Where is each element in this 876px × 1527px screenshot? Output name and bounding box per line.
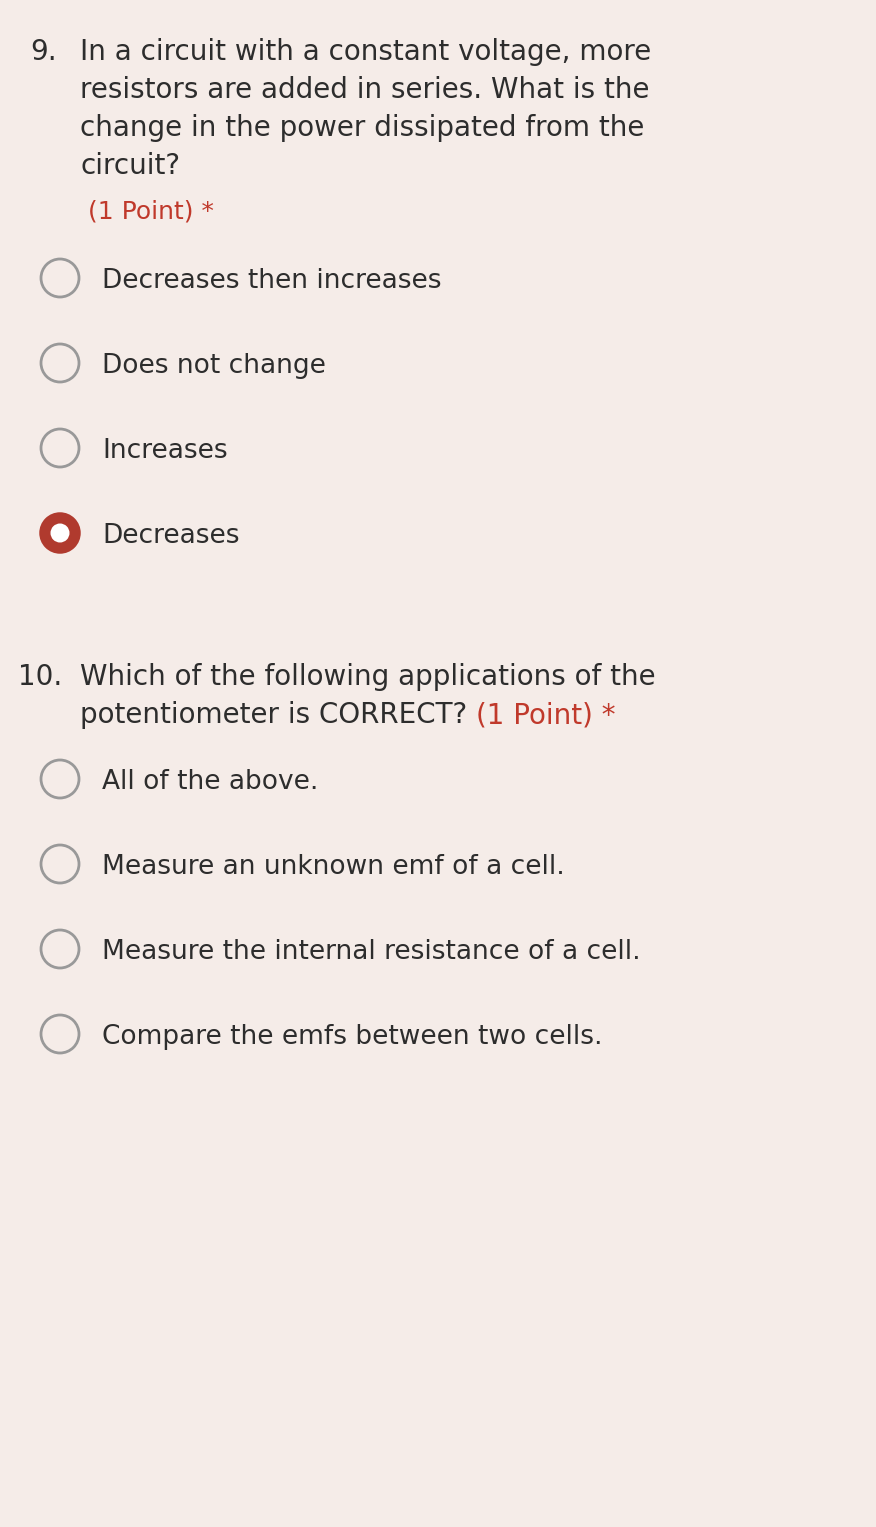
Text: Increases: Increases (102, 438, 228, 464)
Ellipse shape (41, 760, 79, 799)
Ellipse shape (41, 844, 79, 883)
Text: circuit?: circuit? (80, 153, 180, 180)
Text: Does not change: Does not change (102, 353, 326, 379)
Text: Measure an unknown emf of a cell.: Measure an unknown emf of a cell. (102, 854, 565, 880)
Ellipse shape (51, 524, 69, 542)
Ellipse shape (41, 930, 79, 968)
Text: 10.: 10. (18, 663, 62, 692)
Text: (1 Point) *: (1 Point) * (88, 200, 214, 224)
Ellipse shape (41, 344, 79, 382)
Ellipse shape (41, 1015, 79, 1054)
Text: Compare the emfs between two cells.: Compare the emfs between two cells. (102, 1025, 603, 1051)
Text: change in the power dissipated from the: change in the power dissipated from the (80, 115, 645, 142)
Ellipse shape (41, 515, 79, 551)
Text: Which of the following applications of the: Which of the following applications of t… (80, 663, 655, 692)
Ellipse shape (41, 429, 79, 467)
Text: Measure the internal resistance of a cell.: Measure the internal resistance of a cel… (102, 939, 640, 965)
Text: 9.: 9. (30, 38, 57, 66)
Text: (1 Point) *: (1 Point) * (477, 701, 616, 728)
Text: All of the above.: All of the above. (102, 770, 318, 796)
Text: Decreases: Decreases (102, 524, 239, 550)
Text: Decreases then increases: Decreases then increases (102, 269, 442, 295)
Text: In a circuit with a constant voltage, more: In a circuit with a constant voltage, mo… (80, 38, 651, 66)
Text: resistors are added in series. What is the: resistors are added in series. What is t… (80, 76, 649, 104)
Text: potentiometer is CORRECT?: potentiometer is CORRECT? (80, 701, 477, 728)
Ellipse shape (41, 260, 79, 296)
